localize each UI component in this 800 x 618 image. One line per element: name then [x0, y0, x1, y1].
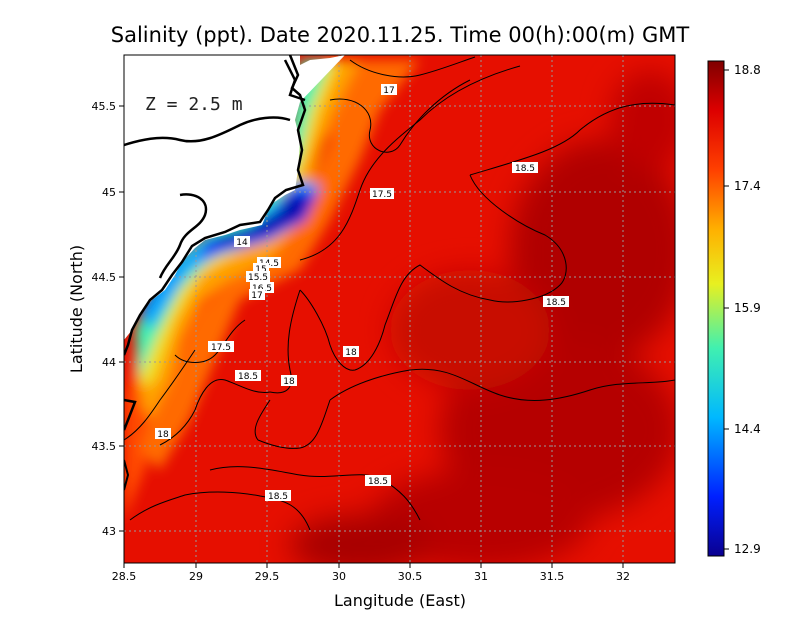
contour-label: 18.5 [235, 370, 261, 382]
contour-label: 18.5 [365, 475, 391, 487]
x-axis-label: Langitude (East) [334, 591, 466, 610]
y-tick-label: 45 [102, 186, 116, 199]
x-tick-label: 29.5 [255, 570, 280, 583]
coast-north-line [283, 59, 306, 102]
y-axis-label: Latitude (North) [67, 245, 86, 373]
x-tick-label: 28.5 [112, 570, 137, 583]
danube-delta-line [158, 193, 208, 279]
river-delta-line [124, 116, 291, 147]
contour-label: 15 [253, 263, 269, 275]
contour-label: 18 [343, 346, 359, 358]
contour-label: 17.5 [370, 188, 394, 200]
svg-text:17: 17 [251, 291, 262, 301]
svg-text:18.5: 18.5 [238, 372, 258, 382]
x-tick-label: 31.5 [540, 570, 565, 583]
svg-text:18: 18 [283, 377, 295, 387]
contour-label: 18 [281, 375, 297, 387]
x-tick-label: 31 [474, 570, 488, 583]
coast-south-line-2 [124, 459, 130, 491]
contour-label: 18.5 [543, 296, 569, 308]
depth-label: Z = 2.5 m [145, 94, 243, 115]
svg-text:18: 18 [345, 348, 357, 358]
plot-frame [123, 54, 676, 564]
coastline [124, 55, 307, 356]
colorbar-tick-label: 18.8 [734, 63, 761, 77]
svg-text:18.5: 18.5 [515, 164, 535, 174]
salinity-field: Z = 2.5 m 17 18.5 17.5 14 14.5 15 15.5 1… [124, 55, 675, 563]
svg-text:17.5: 17.5 [372, 190, 392, 200]
contour-label: 18 [155, 428, 171, 440]
y-tick-label: 43.5 [92, 440, 117, 453]
svg-text:18.5: 18.5 [546, 298, 566, 308]
colorbar: 18.8 17.4 15.9 14.4 12.9 [707, 60, 761, 557]
contour-label: 18.5 [512, 162, 538, 174]
contour-label: 17.5 [208, 341, 234, 353]
x-tick-labels: 28.5 29 29.5 30 30.5 31 31.5 32 [112, 570, 630, 583]
svg-text:18.5: 18.5 [368, 477, 388, 487]
y-tick-label: 44 [102, 356, 116, 369]
x-tick-marks [123, 563, 624, 568]
contour-label: 14 [234, 236, 250, 248]
y-tick-label: 43 [102, 525, 116, 538]
contour-label: 15.5 [246, 271, 270, 283]
colorbar-tick-label: 15.9 [734, 301, 761, 315]
svg-text:14: 14 [236, 238, 248, 248]
salinity-contours [124, 56, 675, 531]
svg-text:18.5: 18.5 [268, 492, 288, 502]
svg-text:15.5: 15.5 [248, 273, 268, 283]
contour-labels: 17 18.5 17.5 14 14.5 15 15.5 16.5 17 18.… [155, 84, 569, 502]
y-tick-label: 44.5 [92, 271, 117, 284]
y-tick-label: 45.5 [92, 100, 117, 113]
contour-label: 17 [381, 84, 397, 96]
map-title: Salinity (ppt). Date 2020.11.25. Time 00… [111, 23, 690, 47]
contour-label: 18.5 [265, 490, 291, 502]
x-tick-label: 29 [189, 570, 203, 583]
svg-text:15: 15 [255, 265, 266, 275]
colorbar-tick-label: 14.4 [734, 422, 761, 436]
y-tick-labels: 43 43.5 44 44.5 45 45.5 [92, 100, 117, 538]
y-tick-marks [119, 105, 124, 532]
colorbar-tick-label: 12.9 [734, 542, 761, 556]
x-tick-label: 30.5 [398, 570, 423, 583]
land-mask [124, 55, 345, 340]
x-tick-label: 30 [332, 570, 346, 583]
svg-text:17: 17 [383, 86, 394, 96]
colorbar-gradient [707, 60, 725, 557]
coast-south-line [124, 398, 137, 431]
svg-text:18: 18 [157, 430, 169, 440]
contour-label: 17 [249, 289, 265, 301]
svg-text:17.5: 17.5 [211, 343, 231, 353]
x-tick-label: 32 [616, 570, 630, 583]
colorbar-tick-label: 17.4 [734, 179, 761, 193]
